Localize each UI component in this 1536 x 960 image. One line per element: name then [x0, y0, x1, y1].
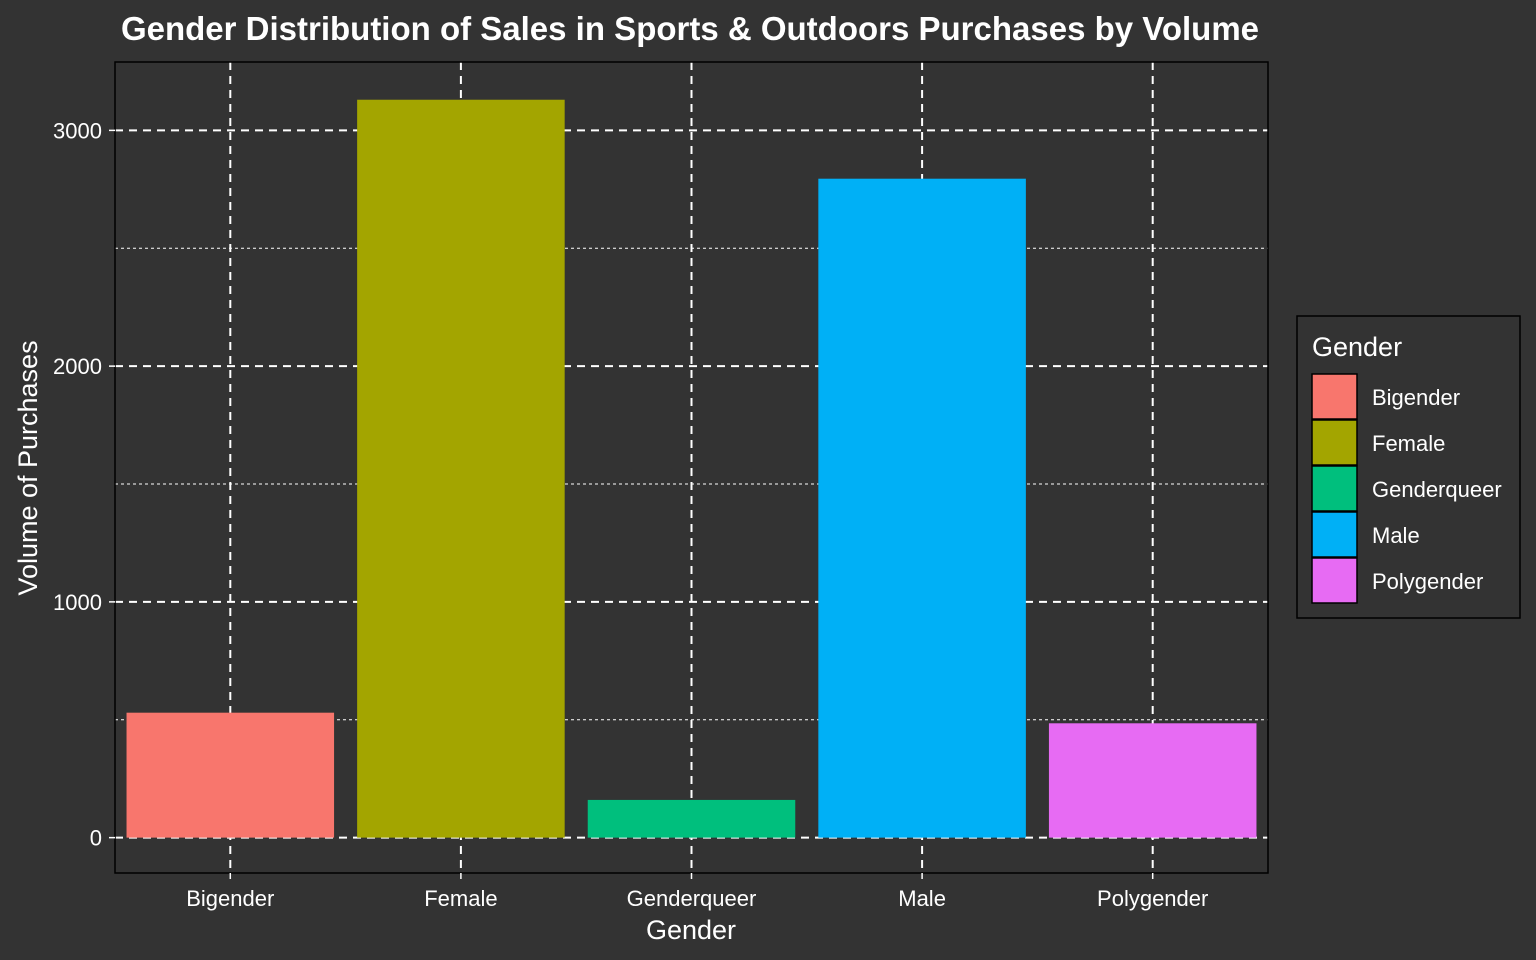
legend-label: Female	[1372, 431, 1445, 456]
x-axis-title: Gender	[646, 915, 736, 945]
chart-title: Gender Distribution of Sales in Sports &…	[121, 10, 1259, 47]
bar-bigender	[126, 712, 335, 838]
bar-genderqueer	[587, 799, 796, 838]
legend-label: Bigender	[1372, 385, 1460, 410]
x-axis-ticks: Bigender Female Genderqueer Male Polygender	[186, 873, 1208, 911]
legend-key-bigender	[1311, 373, 1358, 420]
bar-female	[357, 99, 565, 838]
legend-key-polygender	[1311, 557, 1358, 604]
plot-area	[114, 61, 1269, 874]
legend-label: Genderqueer	[1372, 477, 1502, 502]
x-tick-label: Female	[424, 886, 497, 911]
y-tick-label: 0	[90, 826, 102, 851]
legend-key-genderqueer	[1311, 465, 1358, 512]
bar-polygender	[1048, 723, 1257, 838]
legend-items: Bigender Female Genderqueer Male Polygender	[1311, 373, 1502, 604]
legend-key-male	[1311, 511, 1358, 558]
x-tick-label: Polygender	[1097, 886, 1208, 911]
x-tick-label: Bigender	[186, 886, 274, 911]
y-axis-title: Volume of Purchases	[13, 340, 43, 595]
legend-label: Polygender	[1372, 569, 1483, 594]
bar-male	[818, 178, 1026, 838]
x-tick-label: Male	[898, 886, 946, 911]
bars	[126, 99, 1257, 838]
legend-label: Male	[1372, 523, 1420, 548]
y-axis-ticks: 0 1000 2000 3000	[53, 118, 115, 851]
x-tick-label: Genderqueer	[627, 886, 757, 911]
y-tick-label: 1000	[53, 590, 102, 615]
legend-title: Gender	[1312, 332, 1402, 362]
legend: Gender Bigender Female Genderqueer Male Poly…	[1296, 315, 1521, 619]
y-tick-label: 2000	[53, 354, 102, 379]
y-tick-label: 3000	[53, 118, 102, 143]
legend-key-female	[1311, 419, 1358, 466]
